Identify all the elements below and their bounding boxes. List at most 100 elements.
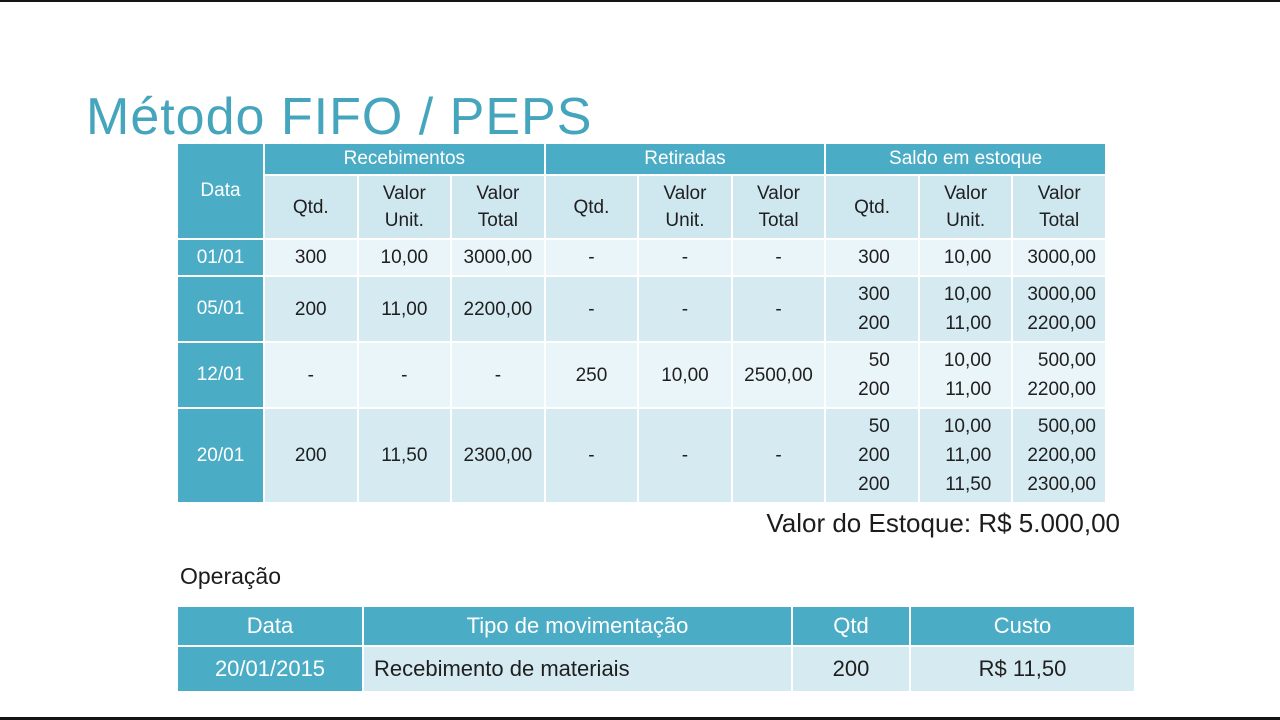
fifo-cell: - [543, 407, 640, 504]
fifo-cell: 10,00 [356, 238, 453, 277]
cell-value: - [681, 298, 689, 320]
sub-header-2: Valor Total [450, 174, 546, 240]
fifo-table-head: Data Recebimentos Retiradas Saldo em estoqu… [176, 142, 1107, 240]
fifo-cell: 250 [543, 341, 640, 409]
fifo-cell: 11,50 [356, 407, 453, 504]
fifo-cell: - [637, 238, 733, 277]
cell-value: 2200,00 [1027, 379, 1096, 400]
operation-row: 20/01/2015 Recebimento de materiais 200 R$ … [176, 645, 1136, 693]
fifo-cell: - [730, 407, 827, 504]
cell-value: 250 [575, 364, 608, 386]
sub-header-8: Valor Total [1011, 174, 1107, 240]
fifo-cell: 50 200 200 [824, 407, 920, 504]
fifo-cell: 200 [263, 407, 359, 504]
cell-value: - [681, 247, 689, 268]
cell-value: - [494, 364, 502, 386]
cell-value: 200 [858, 379, 890, 400]
bottom-letterbox-bar [0, 717, 1280, 720]
cell-value: - [588, 247, 595, 268]
cell-value: 200 [294, 445, 327, 466]
cell-value: - [681, 445, 689, 466]
cell-value: 2300,00 [463, 445, 533, 466]
fifo-cell: - [730, 238, 827, 277]
fifo-cell: 2500,00 [730, 341, 827, 409]
fifo-cell: - [450, 341, 546, 409]
sub-header-7: Valor Unit. [917, 174, 1014, 240]
cell-value: 11,00 [945, 313, 992, 334]
cell-value: 200 [858, 445, 890, 466]
fifo-cell: 2300,00 [450, 407, 546, 504]
fifo-cell: 10,00 11,00 11,50 [917, 407, 1014, 504]
fifo-cell: 300 [824, 238, 920, 277]
fifo-cell: 50 200 [824, 341, 920, 409]
cell-value: 10,00 [943, 284, 992, 305]
fifo-cell: 200 [263, 275, 359, 343]
cell-value: 11,00 [381, 298, 428, 320]
op-header-0: Data [176, 605, 364, 647]
sub-header-5: Valor Total [730, 174, 827, 240]
cell-value: 10,00 [661, 364, 709, 386]
fifo-subheader-row: Qtd. Valor Unit. Valor Total Qtd. Valor Unit… [177, 174, 1107, 240]
corner-header-data: Data [176, 142, 265, 240]
cell-value: 10,00 [380, 247, 429, 268]
fifo-cell: 500,00 2200,00 2300,00 [1011, 407, 1107, 504]
sub-header-4: Valor Unit. [637, 174, 733, 240]
cell-value: 2200,00 [463, 298, 533, 320]
group-header-1: Retiradas [543, 142, 827, 176]
cell-value: - [307, 364, 314, 386]
fifo-row-12-01: 12/01- - -250 10,00 2500,00 50 200 10,00 11,00 50… [176, 341, 1107, 409]
cell-value: 50 [868, 416, 890, 437]
cell-value: 300 [858, 247, 890, 268]
fifo-cell: 3000,00 2200,00 [1011, 275, 1107, 343]
fifo-cell: 300 [263, 238, 359, 277]
fifo-cell: 300 200 [824, 275, 920, 343]
op-row-movement: Recebimento de materiais [362, 645, 793, 693]
row-date: 01/01 [176, 238, 265, 277]
fifo-cell: 3000,00 [450, 238, 546, 277]
fifo-cell: 10,00 11,00 [917, 341, 1014, 409]
fifo-cell: - [543, 275, 640, 343]
cell-value: - [588, 445, 595, 466]
cell-value: 300 [294, 247, 327, 268]
cell-value: 2200,00 [1027, 445, 1096, 466]
sub-header-1: Valor Unit. [356, 174, 453, 240]
cell-value: 50 [868, 350, 890, 371]
cell-value: 200 [294, 298, 327, 320]
cell-value: 10,00 [943, 416, 992, 437]
op-header-3: Custo [909, 605, 1136, 647]
fifo-cell: 10,00 [917, 238, 1014, 277]
fifo-cell: - [543, 238, 640, 277]
cell-value: - [588, 298, 595, 320]
cell-value: 300 [858, 284, 890, 305]
op-row-date: 20/01/2015 [176, 645, 364, 693]
cell-value: 500,00 [1037, 350, 1096, 371]
sub-header-0: Qtd. [263, 174, 359, 240]
row-date: 05/01 [176, 275, 265, 343]
fifo-cell: 3000,00 [1011, 238, 1107, 277]
cell-value: - [775, 445, 782, 466]
cell-value: 2200,00 [1027, 313, 1096, 334]
cell-value: 10,00 [943, 350, 992, 371]
fifo-cell: - [263, 341, 359, 409]
sub-header-3: Qtd. [543, 174, 640, 240]
group-header-0: Recebimentos [263, 142, 546, 176]
cell-value: 500,00 [1037, 416, 1096, 437]
fifo-cell: 11,00 [356, 275, 453, 343]
cell-value: 11,00 [945, 379, 992, 400]
cell-value: 3000,00 [463, 247, 533, 268]
row-date: 12/01 [176, 341, 265, 409]
page-title: Método FIFO / PEPS [86, 87, 593, 146]
fifo-cell: - [730, 275, 827, 343]
cell-value: 10,00 [943, 247, 992, 268]
cell-value: 2300,00 [1027, 474, 1096, 495]
op-row-cost: R$ 11,50 [909, 645, 1136, 693]
cell-value: - [775, 247, 782, 268]
fifo-cell: 10,00 [637, 341, 733, 409]
fifo-row-20-01: 20/01 200 11,50 2300,00 - - - 50 200 200 10,00 11,0… [176, 407, 1107, 504]
sub-header-6: Qtd. [824, 174, 920, 240]
fifo-cell: - [356, 341, 453, 409]
cell-value: 3000,00 [1027, 284, 1096, 305]
fifo-cell: - [637, 407, 733, 504]
cell-value: 200 [858, 313, 890, 334]
operation-table-head-row: Data Tipo de movimentação Qtd Custo [176, 605, 1136, 647]
